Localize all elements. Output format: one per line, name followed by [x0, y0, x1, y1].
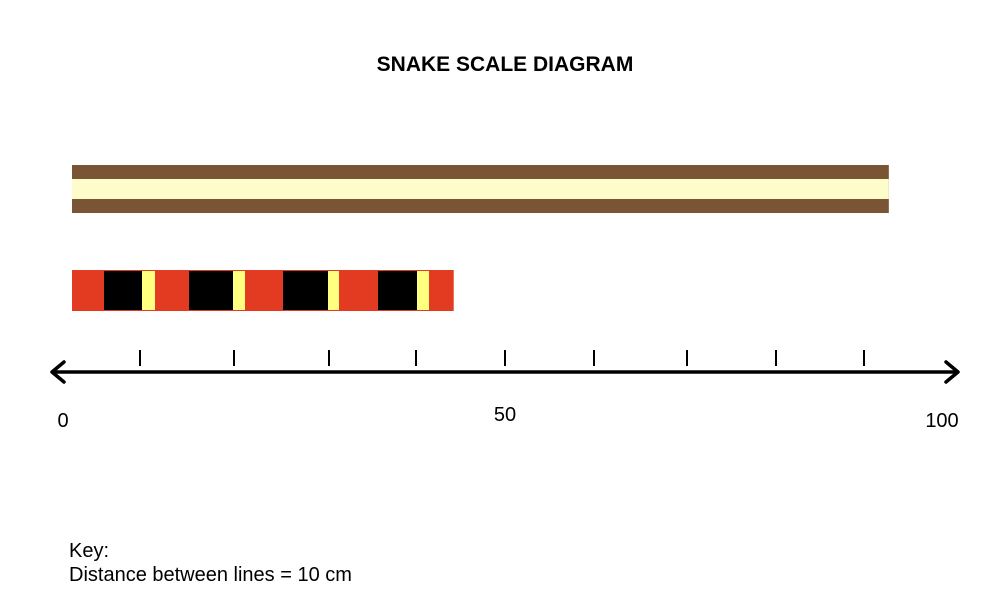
axis-arrow-left [50, 360, 66, 384]
key-heading: Key: [69, 540, 110, 562]
yellow-band-2 [233, 271, 245, 310]
yellow-band-4 [417, 271, 429, 310]
black-band-4 [378, 271, 417, 310]
black-band-3 [283, 271, 328, 310]
diagram-title: SNAKE SCALE DIAGRAM [376, 53, 634, 76]
black-band-2 [189, 271, 233, 310]
striped-snake-center-stripe [72, 179, 889, 199]
yellow-band-3 [328, 271, 339, 310]
axis-label-100: 100 [925, 410, 959, 432]
axis-label-0: 0 [57, 410, 69, 432]
striped-snake [72, 165, 889, 213]
axis-label-50: 50 [493, 404, 517, 426]
banded-snake [72, 270, 454, 311]
key: Key: Distance between lines = 10 cm [69, 539, 352, 587]
axis-arrow-right [944, 360, 960, 384]
yellow-band-1 [142, 271, 155, 310]
key-text: Distance between lines = 10 cm [69, 564, 352, 586]
scale-axis [50, 350, 960, 384]
black-band-1 [104, 271, 143, 310]
